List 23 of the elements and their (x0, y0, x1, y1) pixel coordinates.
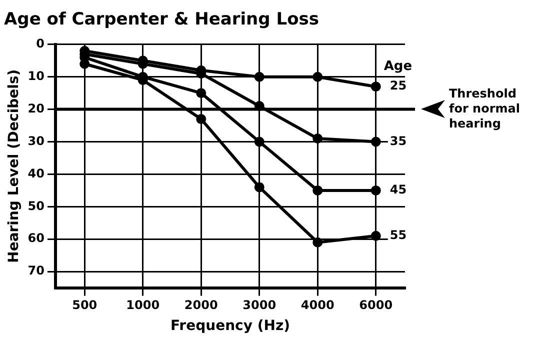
x-tick-label: 3000 (242, 298, 276, 312)
y-tick-label: 10 (28, 68, 44, 83)
y-tick-label: 40 (28, 166, 44, 180)
y-tick-label: 60 (28, 231, 44, 246)
x-axis-title: Frequency (Hz) (170, 318, 290, 334)
y-tick-label: 30 (28, 134, 44, 148)
chart-title: Age of Carpenter & Hearing Loss (4, 10, 319, 30)
x-tick-label: 1000 (126, 298, 160, 312)
y-tick-label: 50 (28, 198, 44, 213)
y-tick-label: 20 (28, 101, 44, 116)
x-tick-label: 6000 (359, 298, 393, 312)
y-tick-label: 0 (36, 36, 44, 51)
x-tick-label: 2000 (184, 298, 218, 312)
x-tick-label: 4000 (300, 298, 334, 312)
ref-line-label: Threshold for normal hearing (449, 86, 520, 130)
series-label: 25 (390, 78, 407, 93)
series-label: 55 (390, 228, 407, 242)
series-label: 45 (390, 182, 407, 197)
y-axis-title: Hearing Level (Decibels) (6, 69, 22, 263)
y-tick-label: 70 (28, 264, 44, 278)
x-tick-label: 500 (72, 298, 98, 312)
series-label: 35 (390, 134, 407, 148)
legend-title: Age (384, 58, 412, 74)
